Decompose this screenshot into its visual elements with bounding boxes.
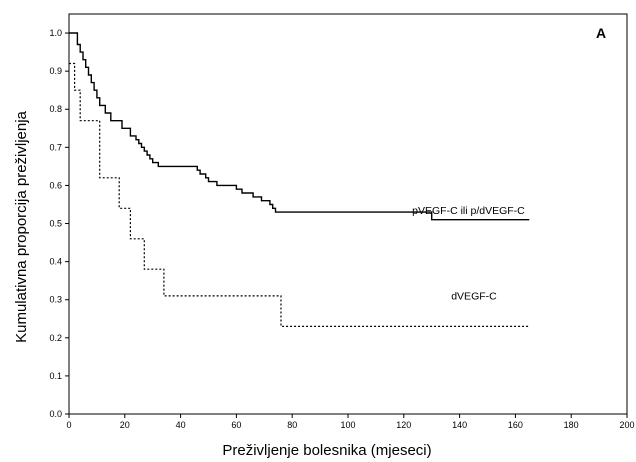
y-tick-label: 0.6 (49, 180, 62, 190)
series-dvegf-label: dVEGF-C (451, 291, 497, 303)
y-tick-label: 0.5 (49, 219, 62, 229)
panel-label: A (596, 25, 606, 41)
x-axis-ticks: 0 20 40 60 80 100 120 140 160 180 200 (66, 414, 635, 430)
x-tick-label: 40 (176, 420, 186, 430)
y-tick-label: 0.7 (49, 142, 62, 152)
x-tick-label: 0 (66, 420, 71, 430)
x-tick-label: 100 (340, 420, 355, 430)
y-tick-label: 0.4 (49, 257, 62, 267)
plot-frame (68, 13, 628, 415)
y-tick-label: 0.8 (49, 104, 62, 114)
series-pvegf-line (69, 32, 530, 221)
x-tick-label: 140 (452, 420, 467, 430)
y-tick-label: 0.0 (49, 409, 62, 419)
series-pvegf-label: pVEGF-C ili p/dVEGF-C (412, 205, 525, 217)
x-tick-label: 120 (396, 420, 411, 430)
y-tick-label: 0.1 (49, 371, 62, 381)
series-dvegf-line (69, 62, 530, 327)
y-tick-label: 0.3 (49, 295, 62, 305)
x-tick-label: 160 (508, 420, 523, 430)
y-tick-label: 1.0 (49, 28, 62, 38)
y-axis-ticks: 0.0 0.1 0.2 0.3 0.4 0.5 0.6 0.7 0.8 0.9 1.0 (49, 28, 69, 419)
x-tick-label: 80 (287, 420, 297, 430)
y-axis-label: Kumulativna proporcija preživljenja (13, 110, 30, 342)
x-tick-label: 60 (231, 420, 241, 430)
x-tick-label: 20 (120, 420, 130, 430)
y-tick-label: 0.9 (49, 66, 62, 76)
series-layer: pVEGF-C ili p/dVEGF-C dVEGF-C (69, 32, 530, 327)
x-tick-label: 180 (564, 420, 579, 430)
plot-border (68, 13, 628, 415)
x-tick-label: 200 (619, 420, 634, 430)
x-axis-label: Preživljenje bolesnika (mjeseci) (222, 442, 431, 459)
y-tick-label: 0.2 (49, 333, 62, 343)
